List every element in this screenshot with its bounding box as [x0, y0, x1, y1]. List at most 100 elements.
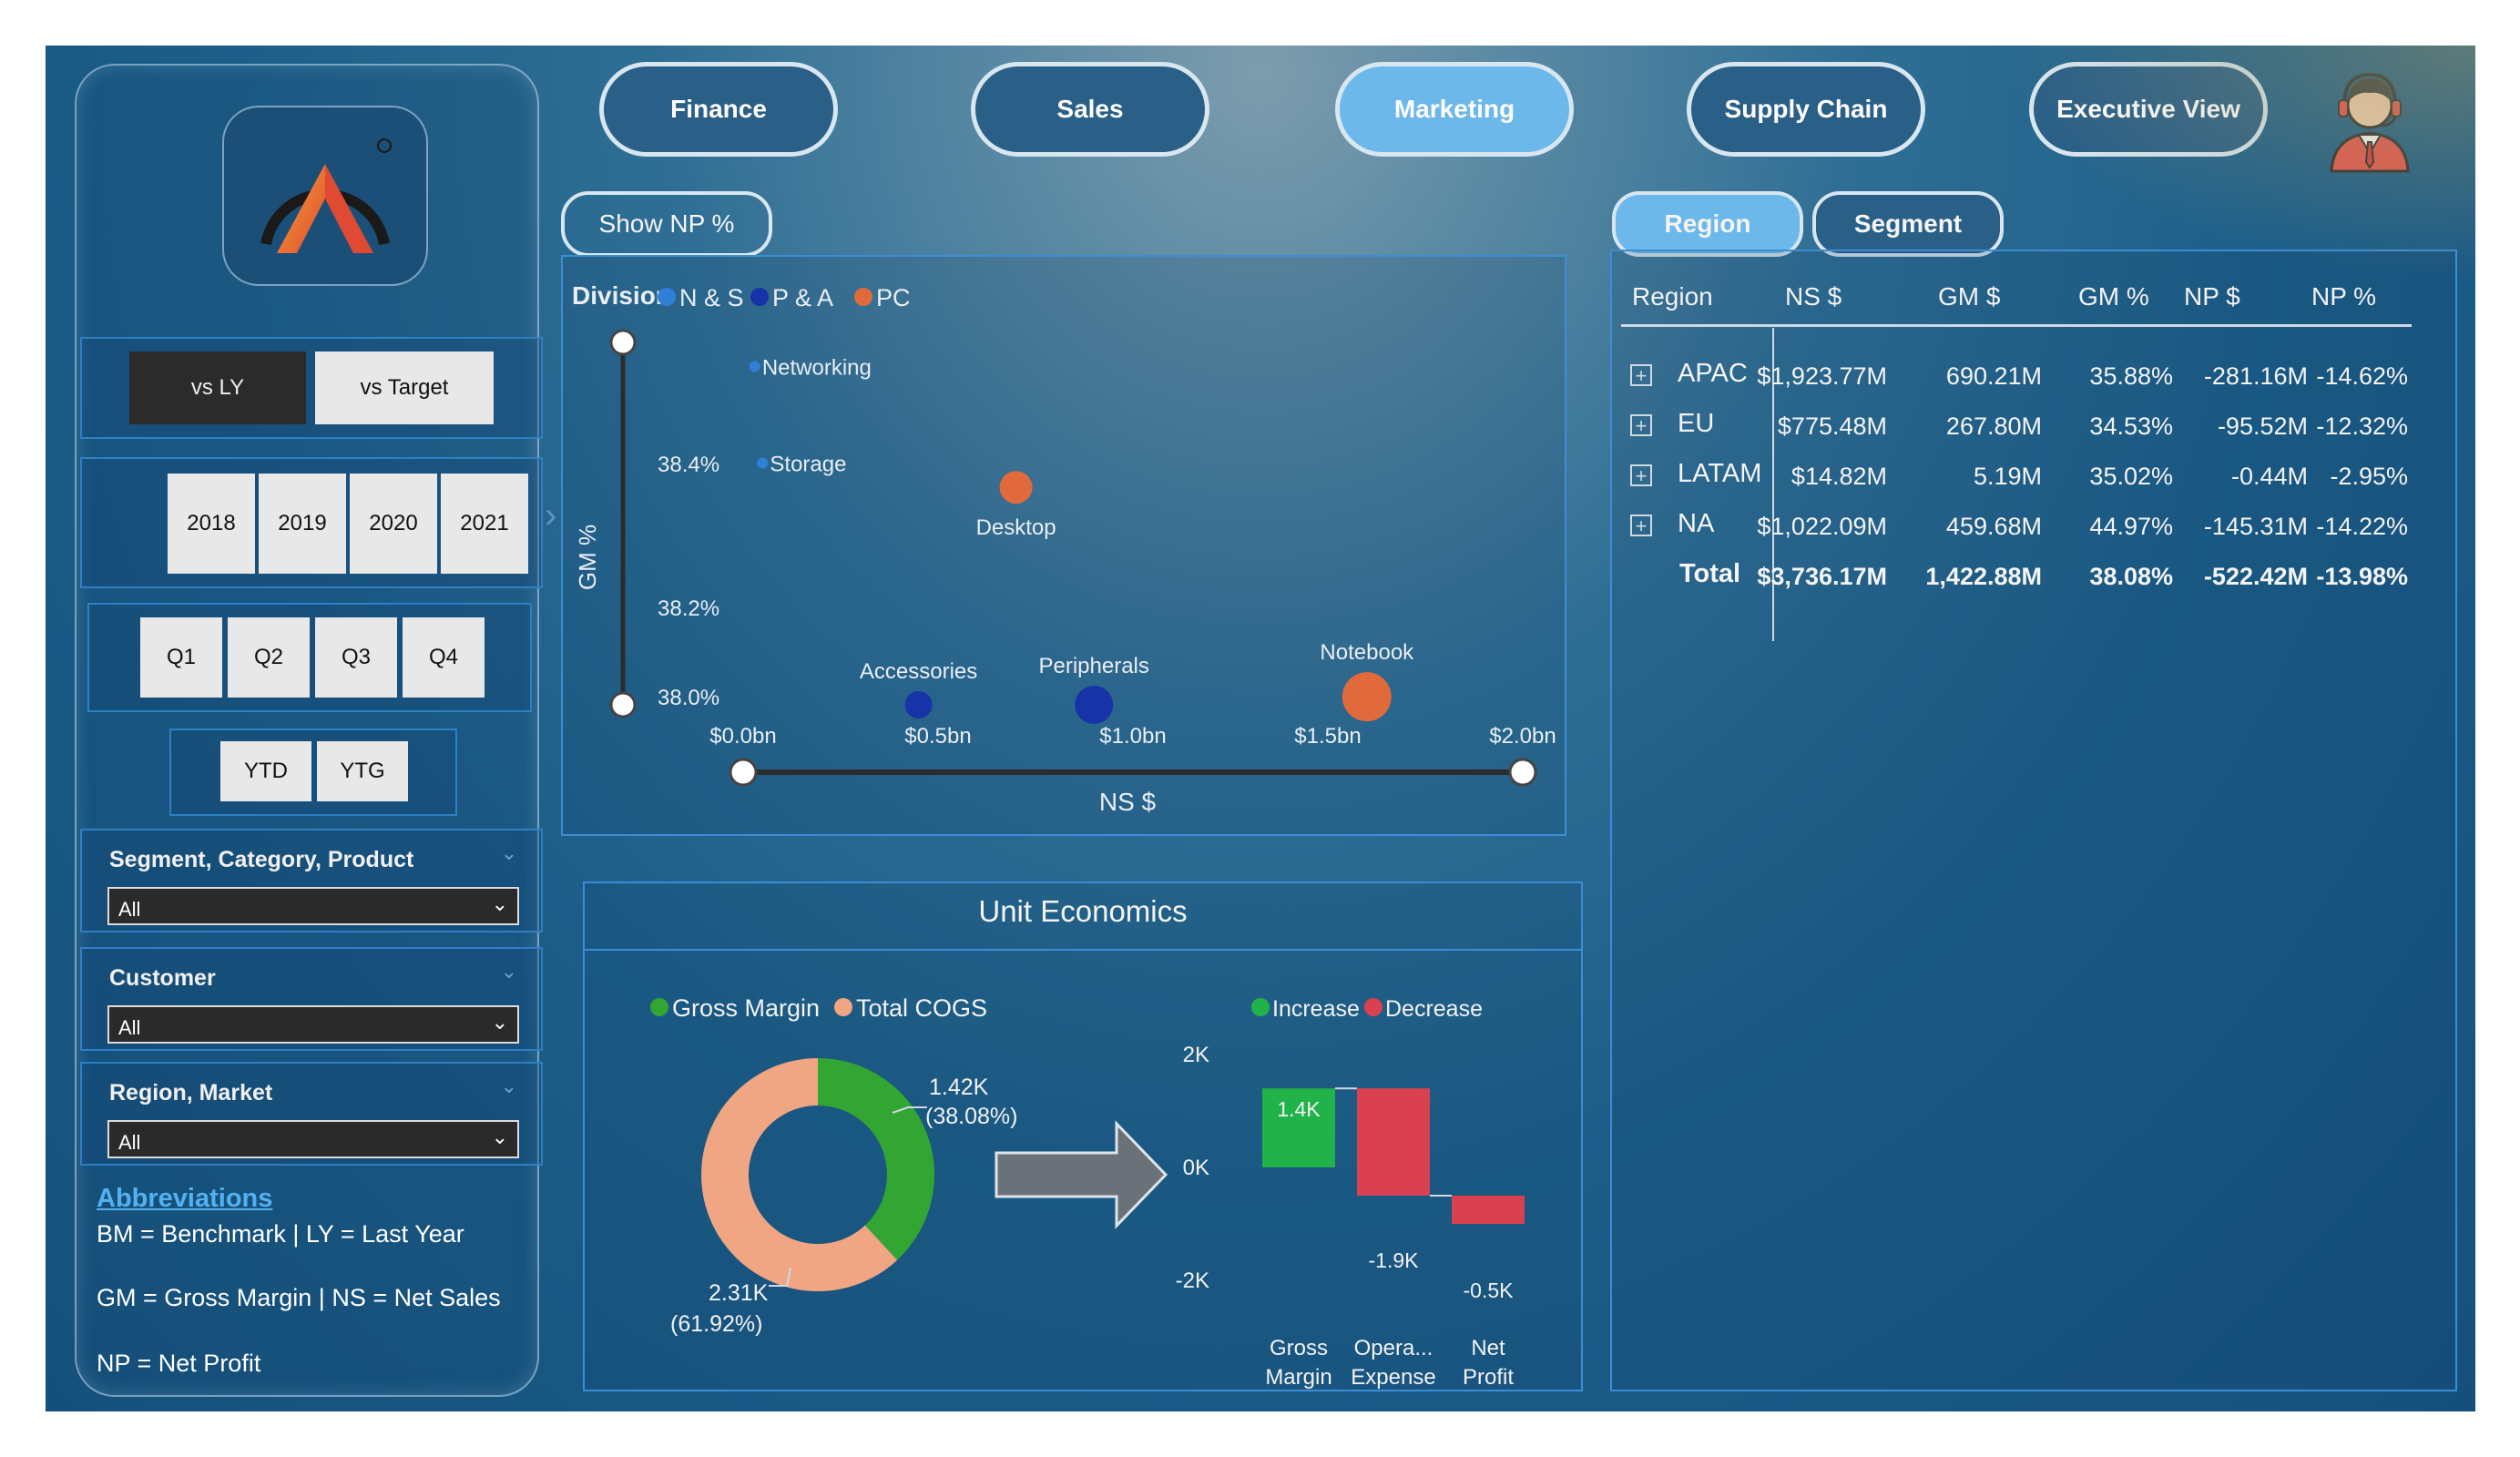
chevron-down-icon[interactable]: ⌄	[500, 960, 517, 983]
column-header-ns[interactable]: NS $	[1785, 282, 1842, 311]
table-cell: $1,923.77M	[1757, 362, 1887, 390]
donut-slice[interactable]	[701, 1058, 898, 1291]
chevron-right-icon[interactable]: ›	[545, 495, 557, 535]
quarter-q1-button[interactable]: Q1	[140, 617, 222, 698]
legend-marker	[650, 998, 668, 1016]
legend-item[interactable]: PC	[876, 284, 911, 311]
scatter-point[interactable]	[1342, 672, 1392, 722]
table-cell: $14.82M	[1791, 463, 1887, 490]
table-cell: 267.80M	[1945, 413, 2042, 440]
expand-icon[interactable]: +	[1630, 414, 1652, 436]
unit-economics-title: Unit Economics	[978, 894, 1188, 928]
tab-sales[interactable]: Sales	[971, 62, 1209, 157]
column-header-region[interactable]: Region	[1632, 282, 1713, 311]
customer-filter-title: Customer	[109, 965, 216, 991]
quarter-q3-button[interactable]: Q3	[315, 617, 397, 698]
arrow-right-icon	[995, 1120, 1168, 1229]
table-cell: 35.88%	[2089, 362, 2173, 390]
legend-marker	[658, 288, 676, 306]
x-range-handle-left[interactable]	[729, 758, 758, 787]
chevron-down-icon: ⌄	[491, 1011, 508, 1034]
scatter-point[interactable]	[749, 361, 760, 372]
division-scatter-chart: Division N & S P & A PC GM % 38.4% 38.2% 3…	[572, 281, 1556, 816]
donut-label-cogs-pct: (61.92%)	[670, 1311, 762, 1337]
legend-marker	[1251, 998, 1270, 1016]
scatter-point[interactable]	[1075, 686, 1114, 724]
column-header-gm-pct[interactable]: GM %	[2078, 282, 2149, 311]
expand-icon[interactable]: +	[1630, 464, 1652, 486]
point-label: Desktop	[976, 515, 1056, 540]
expand-icon[interactable]: +	[1630, 364, 1652, 386]
point-label: Storage	[770, 453, 846, 477]
vs-target-button[interactable]: vs Target	[315, 352, 494, 424]
avatar[interactable]	[2322, 64, 2417, 173]
unit-economics-panel: Unit Economics Gross Margin Total COGS 1…	[583, 881, 1583, 1391]
column-header-np-pct[interactable]: NP %	[2311, 282, 2377, 311]
table-cell: $3,736.17M	[1757, 563, 1887, 590]
tab-finance[interactable]: Finance	[599, 62, 838, 157]
row-label[interactable]: EU	[1678, 409, 1715, 438]
point-label: Peripherals	[1038, 654, 1148, 678]
year-2020-button[interactable]: 2020	[350, 474, 437, 574]
waterfall-bar[interactable]	[1357, 1088, 1430, 1196]
scatter-point[interactable]	[904, 691, 933, 718]
abbreviation-line: GM = Gross Margin | NS = Net Sales	[97, 1284, 501, 1311]
category-label: Profit	[1463, 1365, 1514, 1390]
category-label: Margin	[1265, 1365, 1331, 1390]
x-tick-label: $1.0bn	[1099, 724, 1166, 749]
region-market-dropdown[interactable]: All ⌄	[107, 1120, 519, 1158]
abbreviations-title[interactable]: Abbreviations	[97, 1184, 273, 1213]
y-range-handle-top[interactable]	[609, 329, 637, 356]
x-tick-label: $2.0bn	[1489, 724, 1556, 749]
table-cell: -14.62%	[2316, 362, 2408, 390]
ytd-button[interactable]: YTD	[220, 741, 311, 801]
legend-increase: Increase	[1272, 996, 1360, 1022]
legend-item[interactable]: P & A	[772, 284, 833, 311]
row-label[interactable]: APAC	[1678, 359, 1748, 388]
scatter-point[interactable]	[999, 471, 1033, 504]
customer-dropdown-value: All	[118, 1016, 141, 1039]
company-logo	[222, 106, 428, 286]
chevron-down-icon: ⌄	[491, 1126, 508, 1148]
expand-icon[interactable]: +	[1630, 515, 1652, 536]
tab-supply-chain[interactable]: Supply Chain	[1687, 62, 1925, 157]
tab-region[interactable]: Region	[1612, 191, 1803, 257]
scatter-point[interactable]	[757, 457, 769, 469]
column-header-np[interactable]: NP $	[2184, 282, 2240, 311]
y-range-handle-bottom[interactable]	[609, 691, 637, 718]
row-label[interactable]: Total	[1679, 559, 1741, 588]
year-2018-button[interactable]: 2018	[168, 474, 255, 574]
waterfall-bar[interactable]	[1262, 1088, 1335, 1167]
tab-segment[interactable]: Segment	[1812, 191, 2004, 257]
legend-item[interactable]: N & S	[679, 284, 744, 311]
year-2021-button[interactable]: 2021	[441, 474, 528, 574]
table-cell: -145.31M	[2203, 513, 2308, 540]
row-label[interactable]: LATAM	[1678, 459, 1762, 488]
period-slicer: YTD YTG	[169, 728, 457, 816]
quarter-q4-button[interactable]: Q4	[403, 617, 485, 698]
x-range-handle-right[interactable]	[1508, 758, 1537, 787]
year-2019-button[interactable]: 2019	[259, 474, 346, 574]
tab-marketing[interactable]: Marketing	[1335, 62, 1574, 157]
tab-executive-view[interactable]: Executive View	[2029, 62, 2268, 157]
ytg-button[interactable]: YTG	[317, 741, 408, 801]
point-label: Accessories	[860, 659, 977, 684]
y-tick-label: 38.2%	[658, 596, 719, 621]
bar-label-np: -0.5K	[1464, 1279, 1515, 1302]
sidebar	[75, 64, 539, 1397]
waterfall-bar[interactable]	[1452, 1196, 1525, 1224]
table-cell: 690.21M	[1945, 362, 2042, 390]
chevron-down-icon[interactable]: ⌄	[500, 841, 517, 864]
table-cell: 44.97%	[2089, 513, 2173, 540]
customer-dropdown[interactable]: All ⌄	[107, 1005, 519, 1044]
segment-dropdown[interactable]: All ⌄	[107, 887, 519, 925]
chevron-down-icon[interactable]: ⌄	[500, 1075, 517, 1097]
donut-slice[interactable]	[818, 1058, 934, 1260]
show-np-pct-button[interactable]: Show NP %	[561, 191, 772, 257]
y-tick-label: 38.4%	[658, 453, 719, 477]
column-header-gm[interactable]: GM $	[1938, 282, 2001, 311]
legend-marker	[834, 998, 852, 1016]
vs-ly-button[interactable]: vs LY	[129, 352, 306, 424]
row-label[interactable]: NA	[1678, 509, 1715, 538]
quarter-q2-button[interactable]: Q2	[228, 617, 310, 698]
